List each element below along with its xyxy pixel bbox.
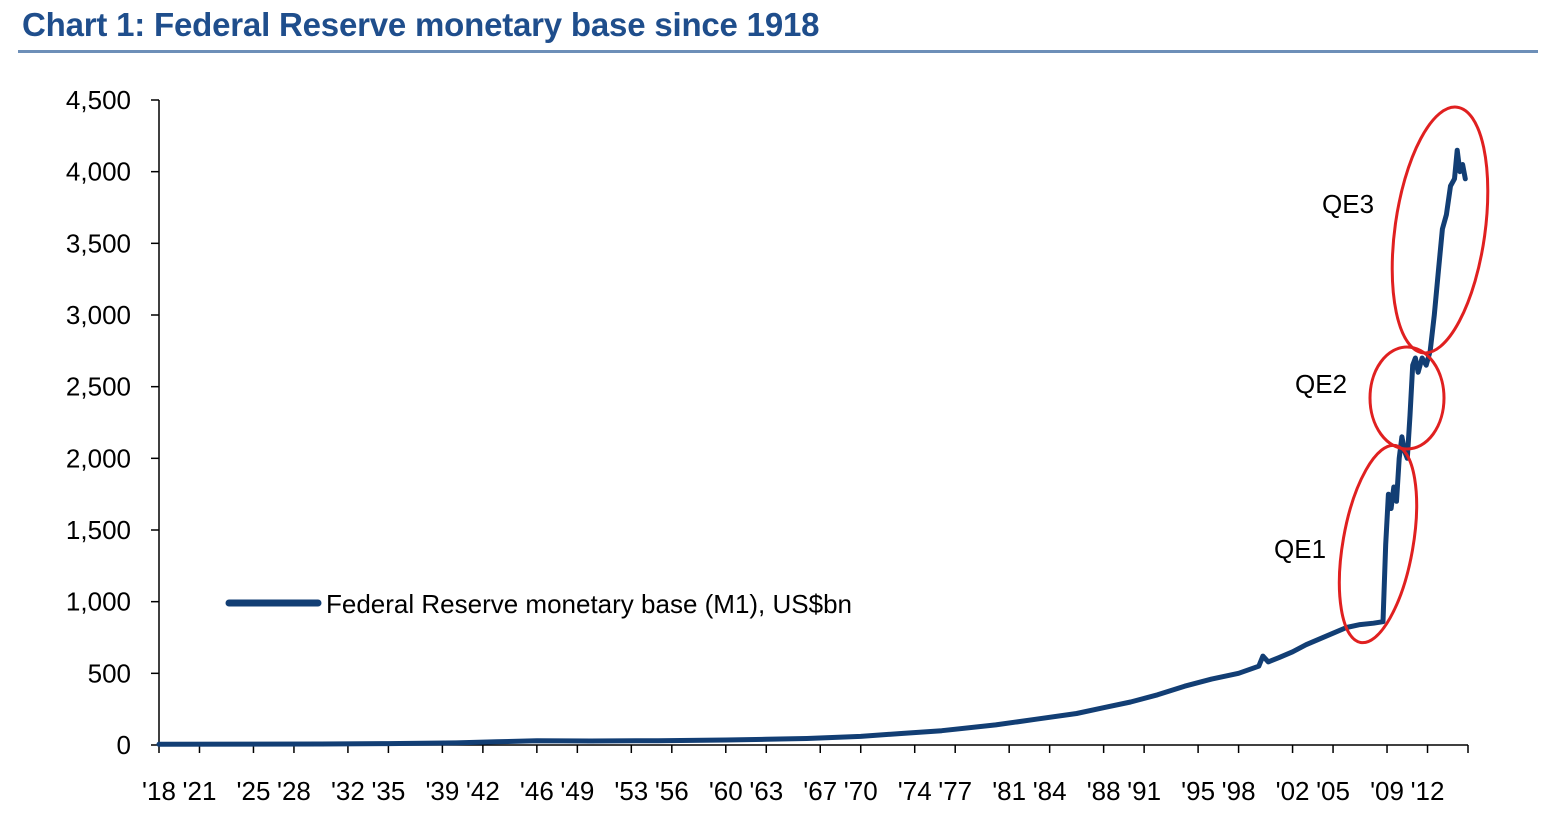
y-tick-label: 3,500 — [66, 228, 131, 258]
qe1-ellipse — [1337, 443, 1419, 645]
legend: Federal Reserve monetary base (M1), US$b… — [225, 589, 852, 619]
x-tick-label: '21 — [183, 776, 217, 806]
x-tick-label: '63 — [749, 776, 783, 806]
qe2-label: QE2 — [1295, 369, 1347, 399]
x-tick-label: '32 — [331, 776, 365, 806]
x-tick-label: '46 — [520, 776, 554, 806]
x-tick-label: '56 — [655, 776, 689, 806]
title-underline — [18, 50, 1538, 53]
x-tick-label: '12 — [1411, 776, 1445, 806]
legend-label: Federal Reserve monetary base (M1), US$b… — [326, 589, 852, 619]
qe1-label: QE1 — [1274, 534, 1326, 564]
qe3-ellipse — [1390, 105, 1490, 355]
x-tick-label: '49 — [560, 776, 594, 806]
x-tick-label: '77 — [938, 776, 972, 806]
y-tick-label: 4,500 — [66, 85, 131, 115]
x-tick-label: '02 — [1276, 776, 1310, 806]
series-layer — [156, 147, 1468, 747]
x-tick-label: '84 — [1033, 776, 1067, 806]
x-tick-label: '28 — [277, 776, 311, 806]
x-tick-label: '67 — [803, 776, 837, 806]
chart-title: Chart 1: Federal Reserve monetary base s… — [22, 6, 820, 43]
y-axis: 0 500 1,000 1,500 2,000 2,500 3,000 3,500 4,000 4… — [66, 85, 160, 760]
x-tick-label: '74 — [898, 776, 932, 806]
x-tick-label: '60 — [709, 776, 743, 806]
x-tick-label: '88 — [1087, 776, 1121, 806]
y-tick-label: 0 — [117, 730, 131, 760]
x-tick-label: '39 — [425, 776, 459, 806]
x-tick-label: '42 — [466, 776, 500, 806]
y-tick-label: 4,000 — [66, 157, 131, 187]
x-tick-label: '05 — [1316, 776, 1350, 806]
qe3-label: QE3 — [1322, 189, 1374, 219]
y-tick-label: 1,000 — [66, 587, 131, 617]
x-tick-label: '18 — [142, 776, 176, 806]
x-tick-label: '53 — [614, 776, 648, 806]
y-tick-label: 1,500 — [66, 515, 131, 545]
series-line-monetary-base — [156, 147, 1468, 747]
qe2-ellipse — [1368, 345, 1446, 451]
x-tick-label: '98 — [1222, 776, 1256, 806]
y-tick-label: 3,000 — [66, 300, 131, 330]
x-tick-label: '91 — [1127, 776, 1161, 806]
x-tick-label: '95 — [1181, 776, 1215, 806]
x-tick-label: '81 — [992, 776, 1026, 806]
x-axis: '18'21'25'28'32'35'39'42'46'49'53'56'60 '… — [142, 744, 1469, 806]
annotation-layer: QE1 QE2 QE3 — [1274, 105, 1490, 645]
x-tick-label: '35 — [371, 776, 405, 806]
y-tick-label: 500 — [88, 658, 131, 688]
x-tick-label: '09 — [1370, 776, 1404, 806]
y-tick-label: 2,000 — [66, 443, 131, 473]
y-tick-label: 2,500 — [66, 372, 131, 402]
x-tick-label: '25 — [237, 776, 271, 806]
x-tick-label: '70 — [844, 776, 878, 806]
